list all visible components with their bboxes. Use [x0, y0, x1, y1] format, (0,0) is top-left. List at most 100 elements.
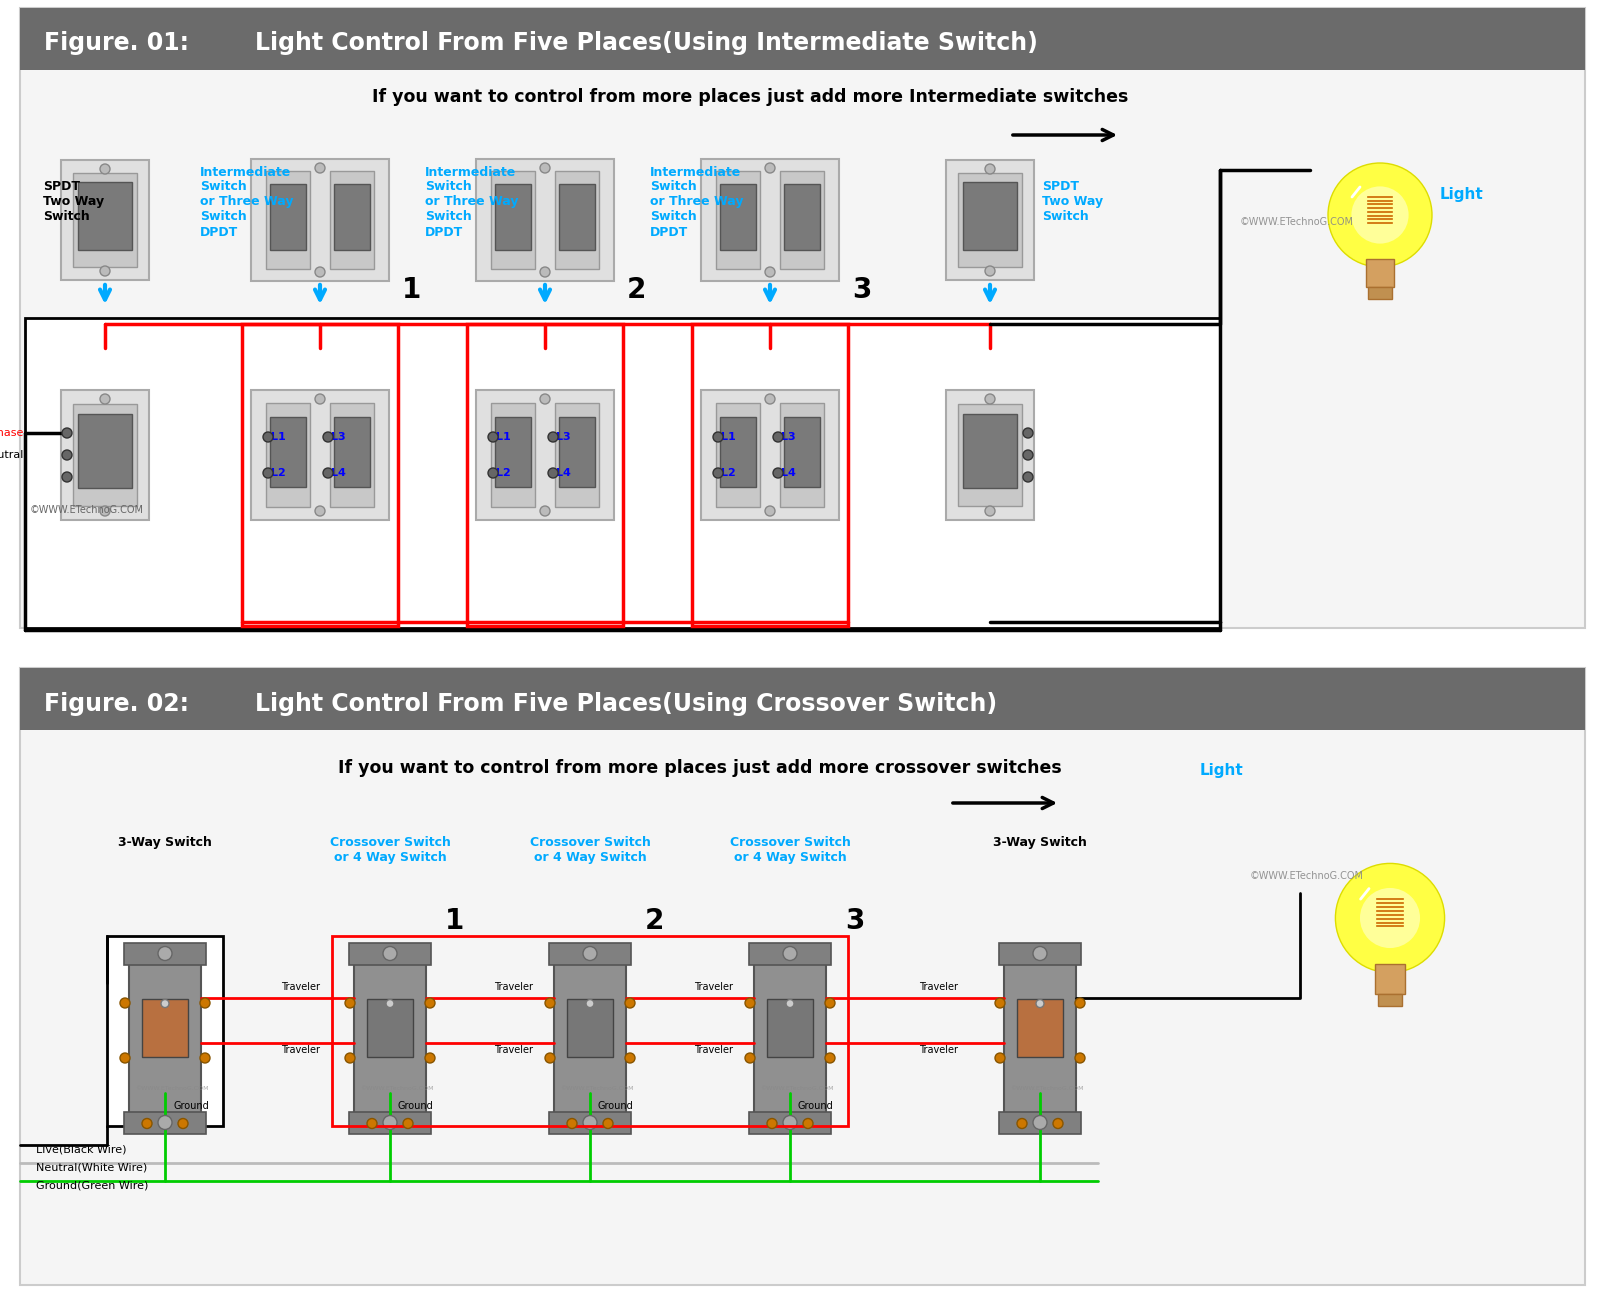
Bar [251, 159, 389, 281]
Circle shape [714, 468, 723, 478]
Text: L3: L3 [555, 432, 570, 442]
Circle shape [1360, 887, 1421, 947]
Circle shape [765, 268, 774, 277]
Bar [566, 998, 613, 1057]
Text: 1: 1 [402, 275, 421, 304]
Bar [701, 159, 838, 281]
Text: Traveler: Traveler [282, 1045, 320, 1054]
Circle shape [99, 506, 110, 515]
Bar [720, 184, 757, 251]
Circle shape [541, 394, 550, 405]
Circle shape [765, 506, 774, 515]
Circle shape [1352, 187, 1408, 244]
Bar [251, 390, 389, 519]
Bar [963, 183, 1018, 249]
Circle shape [826, 998, 835, 1007]
Bar [130, 960, 202, 1116]
Bar [74, 174, 136, 266]
Text: 3: 3 [851, 275, 872, 304]
Text: Traveler: Traveler [918, 1045, 958, 1054]
Circle shape [1075, 998, 1085, 1007]
Circle shape [566, 1118, 578, 1129]
Text: Ground: Ground [173, 1101, 208, 1111]
Text: L1: L1 [720, 432, 736, 442]
Circle shape [162, 1000, 170, 1007]
Circle shape [1022, 472, 1034, 482]
Circle shape [995, 998, 1005, 1007]
Circle shape [62, 428, 72, 438]
Circle shape [803, 1118, 813, 1129]
Circle shape [1034, 1116, 1046, 1130]
Text: Intermediate
Switch
or Three Way
Switch
DPDT: Intermediate Switch or Three Way Switch … [426, 166, 518, 239]
Text: 1: 1 [445, 907, 464, 934]
Bar [946, 161, 1034, 281]
Text: L2: L2 [720, 468, 736, 478]
Circle shape [403, 1118, 413, 1129]
Circle shape [1053, 1118, 1062, 1129]
Text: If you want to control from more places just add more crossover switches: If you want to control from more places … [338, 760, 1062, 776]
Text: L2: L2 [270, 468, 285, 478]
Bar [349, 1112, 432, 1134]
Circle shape [986, 266, 995, 275]
Bar [491, 171, 534, 269]
Bar [558, 416, 595, 487]
Bar [784, 416, 821, 487]
Bar [334, 416, 370, 487]
Text: ©WWW.ETechnoG.COM: ©WWW.ETechnoG.COM [1010, 1086, 1083, 1091]
Circle shape [315, 163, 325, 174]
Text: 3: 3 [845, 907, 864, 934]
Circle shape [158, 1116, 173, 1130]
Text: 2: 2 [645, 907, 664, 934]
Text: Traveler: Traveler [918, 981, 958, 992]
Text: Phase: Phase [0, 428, 24, 438]
Circle shape [995, 1053, 1005, 1064]
Bar [477, 159, 614, 281]
Bar [334, 184, 370, 251]
Bar [1005, 960, 1075, 1116]
Circle shape [586, 1000, 594, 1007]
Text: Ground(Green Wire): Ground(Green Wire) [35, 1180, 149, 1190]
Bar [330, 171, 374, 269]
Circle shape [582, 946, 597, 960]
Text: Traveler: Traveler [694, 1045, 733, 1054]
Circle shape [541, 163, 550, 174]
Text: L1: L1 [496, 432, 510, 442]
Circle shape [1328, 163, 1432, 268]
Circle shape [546, 1053, 555, 1064]
Bar [963, 415, 1018, 488]
Bar [998, 1112, 1082, 1134]
Bar [19, 668, 1586, 1285]
Text: ©WWW.ETechnoG.COM: ©WWW.ETechnoG.COM [134, 1086, 208, 1091]
Circle shape [200, 1053, 210, 1064]
Bar [749, 1112, 832, 1134]
Bar [19, 8, 1586, 628]
Bar [754, 960, 826, 1116]
Text: SPDT
Two Way
Switch: SPDT Two Way Switch [43, 180, 104, 223]
Text: Light: Light [1440, 188, 1483, 202]
Circle shape [323, 468, 333, 478]
Circle shape [1022, 428, 1034, 438]
Bar [998, 942, 1082, 964]
Bar [549, 1112, 632, 1134]
Text: L3: L3 [331, 432, 346, 442]
Text: 3-Way Switch: 3-Way Switch [994, 837, 1086, 850]
Circle shape [773, 468, 782, 478]
Circle shape [120, 998, 130, 1007]
Text: Crossover Switch
or 4 Way Switch: Crossover Switch or 4 Way Switch [730, 837, 851, 864]
Circle shape [786, 1000, 794, 1007]
Bar [701, 390, 838, 519]
Bar [467, 324, 622, 626]
Text: ©WWW.ETechnoG.COM: ©WWW.ETechnoG.COM [1240, 217, 1354, 227]
Circle shape [1075, 1053, 1085, 1064]
Text: Intermediate
Switch
or Three Way
Switch
DPDT: Intermediate Switch or Three Way Switch … [200, 166, 293, 239]
Circle shape [142, 1118, 152, 1129]
Bar [26, 318, 1221, 628]
Text: Neutral(White Wire): Neutral(White Wire) [35, 1161, 147, 1172]
Circle shape [262, 468, 274, 478]
Circle shape [1022, 450, 1034, 459]
Bar [555, 171, 598, 269]
Bar [61, 390, 149, 519]
Bar [491, 403, 534, 508]
Text: Ground: Ground [398, 1101, 434, 1111]
Bar [1378, 993, 1403, 1006]
